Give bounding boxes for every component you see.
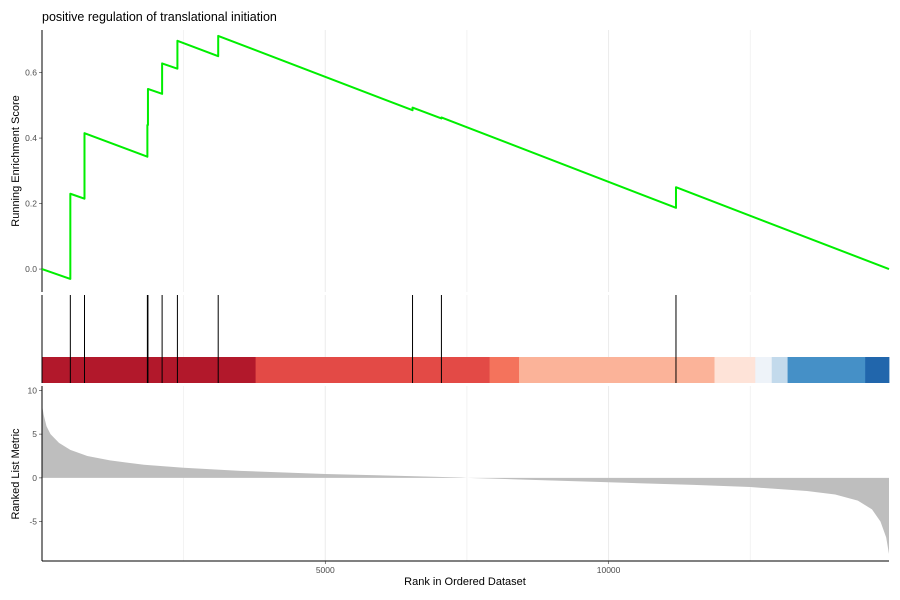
es-ytick-label: 0.2 — [25, 199, 37, 209]
es-ytick-label: 0.0 — [25, 264, 37, 274]
metric-ytick-label: -5 — [29, 517, 37, 527]
rank-color-band-1 — [42, 357, 256, 383]
running-enrichment-ylabel: Running Enrichment Score — [10, 95, 22, 226]
rank-color-band-2 — [255, 357, 490, 383]
x-axis-label: Rank in Ordered Dataset — [404, 576, 526, 588]
xtick-label: 5000 — [316, 565, 335, 575]
x-axis: Rank in Ordered Dataset 5000 10000 — [316, 561, 621, 588]
rank-color-band-8 — [787, 357, 866, 383]
xtick-label: 10000 — [597, 565, 621, 575]
rank-color-band-6 — [755, 357, 773, 383]
rank-color-band-9 — [865, 357, 890, 383]
gene-hits-panel — [41, 295, 890, 383]
rank-color-band-4 — [519, 357, 715, 383]
chart-title: positive regulation of translational ini… — [42, 10, 277, 24]
metric-ytick-label: 0 — [32, 473, 37, 483]
ranked-metric-panel: Ranked List Metric -5 0 5 10 — [10, 385, 889, 562]
metric-ytick-label: 10 — [28, 385, 38, 395]
rank-color-band-3 — [489, 357, 520, 383]
running-es-line — [41, 34, 890, 280]
running-enrichment-panel: Running Enrichment Score 0.0 0.2 0.4 0.6 — [10, 30, 890, 292]
ranked-metric-area — [42, 405, 889, 554]
rank-color-band-7 — [771, 357, 788, 383]
rank-color-band-5 — [714, 357, 756, 383]
es-ytick-label: 0.6 — [25, 68, 37, 78]
metric-ytick-label: 5 — [32, 429, 37, 439]
es-ytick-label: 0.4 — [25, 133, 37, 143]
ranked-metric-ylabel: Ranked List Metric — [10, 428, 22, 520]
